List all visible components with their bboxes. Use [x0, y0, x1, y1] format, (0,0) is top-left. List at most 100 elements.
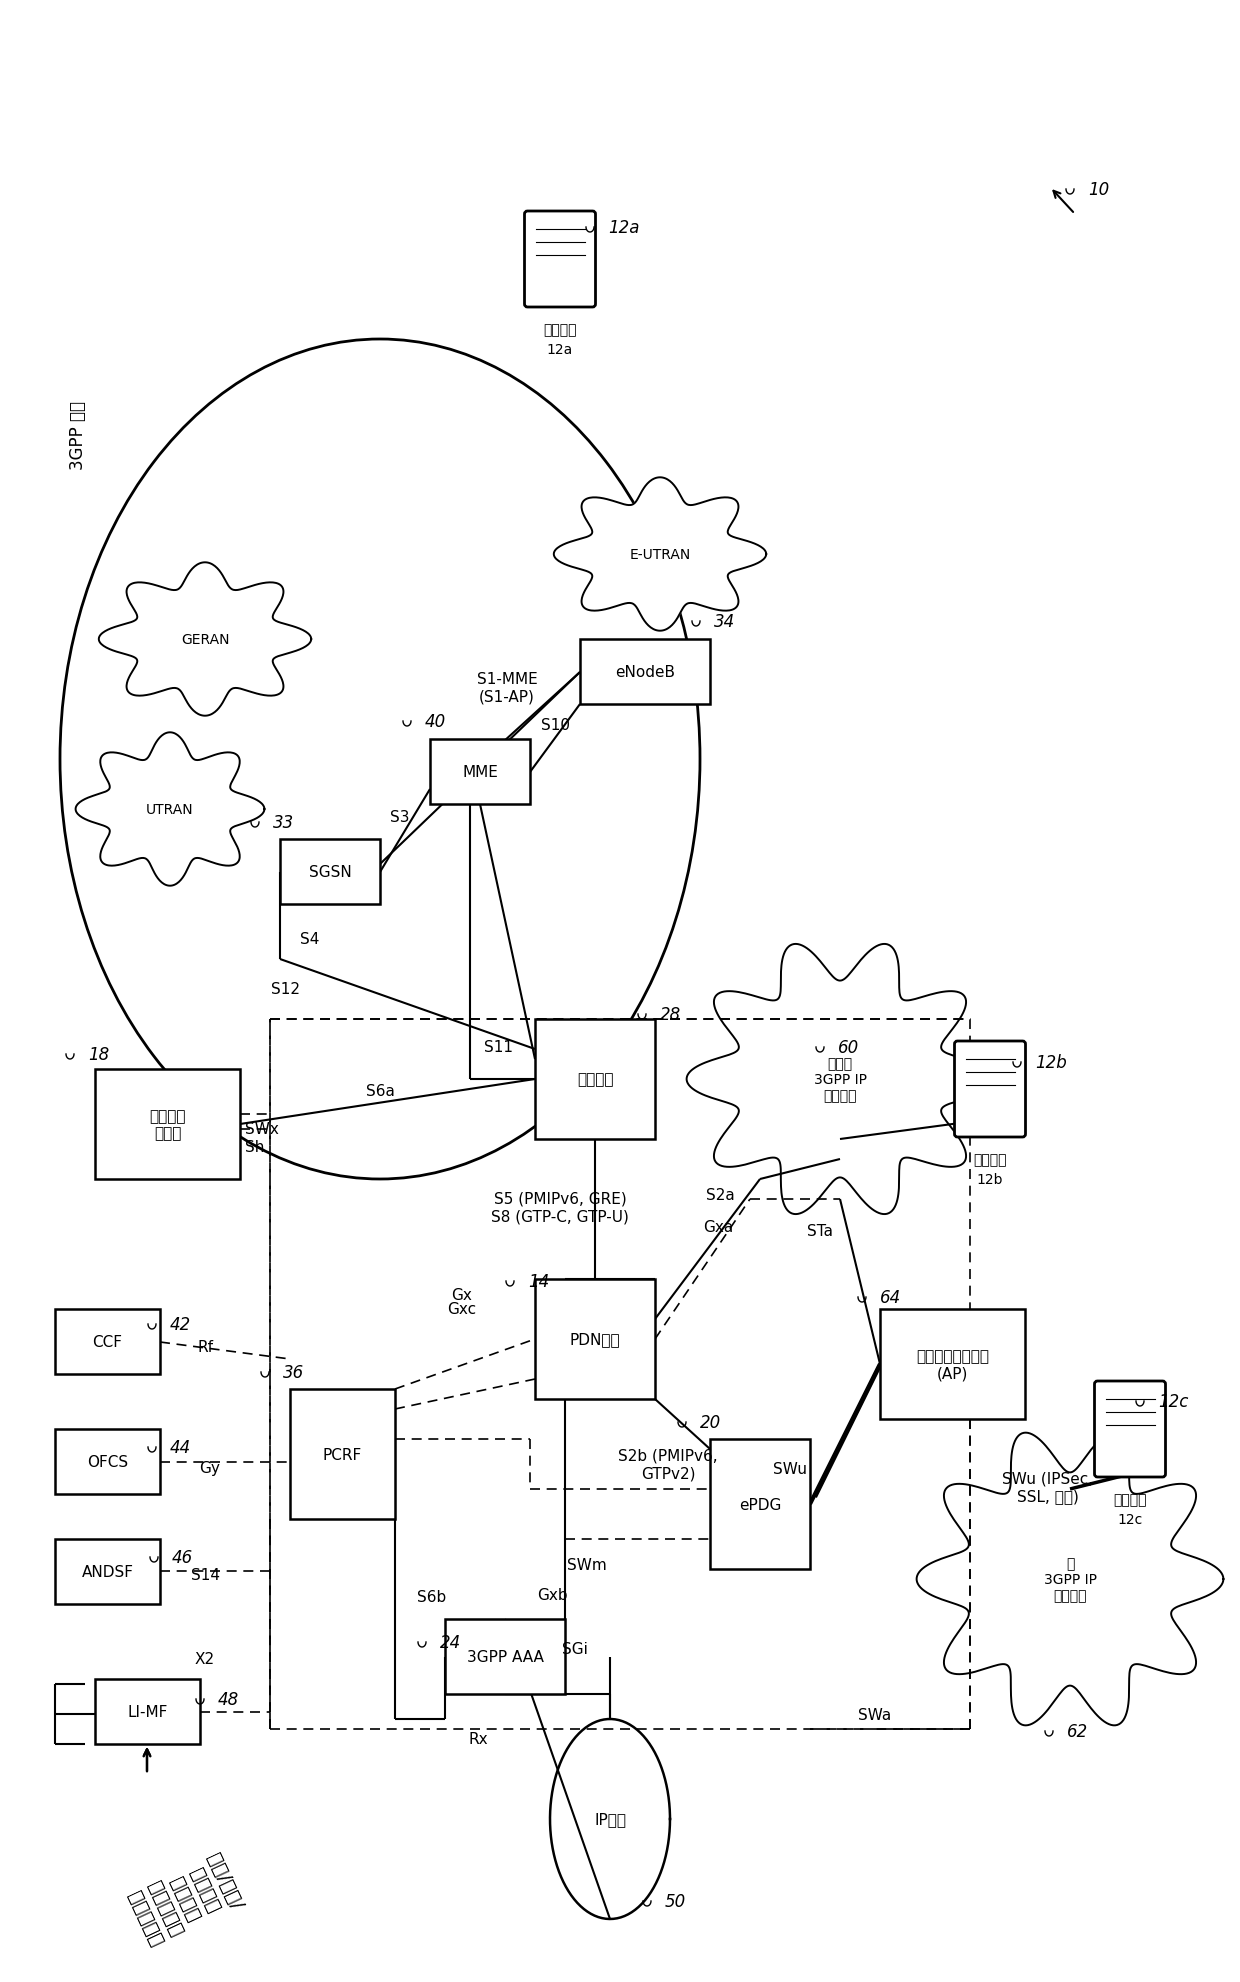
Text: SGi: SGi [562, 1641, 588, 1657]
Text: 36: 36 [283, 1364, 304, 1381]
Text: 48: 48 [218, 1691, 239, 1708]
Text: S6a: S6a [366, 1084, 394, 1098]
Bar [55, 1540, 160, 1603]
Text: 10: 10 [1087, 180, 1110, 198]
Text: 28: 28 [660, 1005, 681, 1023]
Text: 14: 14 [528, 1272, 549, 1290]
Text: SGSN: SGSN [309, 864, 351, 880]
Text: 42: 42 [170, 1316, 191, 1334]
Text: 12b: 12b [1035, 1054, 1066, 1072]
Text: IP服务: IP服务 [594, 1812, 626, 1827]
Text: CCF: CCF [93, 1334, 123, 1350]
Text: 3GPP AAA: 3GPP AAA [466, 1649, 543, 1665]
Text: SWa: SWa [858, 1707, 892, 1722]
Polygon shape [551, 1718, 670, 1919]
Text: 用户设备: 用户设备 [1114, 1492, 1147, 1506]
Text: 50: 50 [665, 1893, 686, 1911]
Text: 12b: 12b [977, 1173, 1003, 1187]
Text: Gx: Gx [451, 1286, 472, 1302]
Bar [95, 1679, 200, 1744]
Text: X2: X2 [195, 1651, 215, 1667]
Bar [445, 1619, 565, 1695]
Text: 无线无线电接入点
(AP): 无线无线电接入点 (AP) [916, 1348, 990, 1381]
Text: ANDSF: ANDSF [82, 1564, 134, 1580]
Text: 44: 44 [170, 1439, 191, 1457]
FancyBboxPatch shape [955, 1041, 1025, 1138]
Text: S10: S10 [541, 717, 569, 731]
Bar [534, 1278, 655, 1399]
Text: S14: S14 [191, 1566, 219, 1582]
Text: Rx: Rx [469, 1732, 487, 1746]
Text: LI-MF: LI-MF [128, 1705, 167, 1718]
Polygon shape [687, 943, 993, 1215]
Text: 62: 62 [1066, 1722, 1089, 1740]
Text: 用户设备: 用户设备 [973, 1152, 1007, 1167]
Text: 18: 18 [88, 1045, 109, 1064]
Text: STa: STa [807, 1223, 833, 1239]
Text: S3: S3 [391, 811, 409, 825]
Text: 60: 60 [838, 1039, 859, 1056]
Text: SWx: SWx [246, 1122, 279, 1138]
Text: S12: S12 [270, 981, 300, 997]
Text: S2a: S2a [706, 1187, 734, 1201]
FancyBboxPatch shape [525, 212, 595, 307]
Polygon shape [554, 478, 766, 632]
Text: OFCS: OFCS [87, 1455, 128, 1469]
Text: 12c: 12c [1117, 1512, 1142, 1526]
Bar [430, 739, 529, 805]
Text: 33: 33 [273, 813, 294, 832]
Text: UTRAN: UTRAN [146, 803, 193, 817]
Text: 24: 24 [440, 1633, 461, 1651]
Ellipse shape [60, 339, 701, 1179]
Text: 可信非
3GPP IP
接入网络: 可信非 3GPP IP 接入网络 [813, 1056, 867, 1102]
Text: Gxc: Gxc [448, 1302, 476, 1316]
Text: SWu: SWu [773, 1463, 807, 1477]
Polygon shape [916, 1433, 1224, 1726]
Text: ePDG: ePDG [739, 1496, 781, 1512]
Polygon shape [76, 733, 264, 886]
Text: 判断/授权/
中介机构
执法机构
（一个介绍
到法机构）: 判断/授权/ 中介机构 执法机构 （一个介绍 到法机构） [124, 1849, 247, 1948]
Text: Sh: Sh [246, 1140, 264, 1156]
Text: MME: MME [463, 765, 498, 779]
Bar [55, 1310, 160, 1374]
Text: E-UTRAN: E-UTRAN [630, 547, 691, 561]
Text: eNodeB: eNodeB [615, 664, 675, 680]
Bar [711, 1439, 810, 1570]
Text: PCRF: PCRF [322, 1447, 362, 1463]
Bar [290, 1389, 396, 1520]
Text: 用户设备: 用户设备 [543, 323, 577, 337]
Bar [55, 1429, 160, 1494]
Text: SWm: SWm [567, 1556, 606, 1572]
Text: 12a: 12a [547, 343, 573, 357]
Bar [880, 1310, 1025, 1419]
Text: 3GPP 接入: 3GPP 接入 [69, 400, 87, 470]
Text: Gxa: Gxa [703, 1219, 733, 1235]
FancyBboxPatch shape [1095, 1381, 1166, 1477]
Text: 34: 34 [714, 612, 735, 630]
Text: 64: 64 [880, 1288, 901, 1306]
Text: 20: 20 [701, 1413, 722, 1431]
Text: S6b: S6b [418, 1590, 446, 1605]
Text: 归属订户
服务器: 归属订户 服务器 [149, 1108, 186, 1140]
Text: S1-MME
(S1-AP): S1-MME (S1-AP) [476, 672, 537, 704]
Text: S5 (PMIPv6, GRE)
S8 (GTP-C, GTP-U): S5 (PMIPv6, GRE) S8 (GTP-C, GTP-U) [491, 1191, 629, 1223]
Text: Gxb: Gxb [537, 1588, 568, 1601]
Text: 12a: 12a [608, 218, 640, 238]
Bar [534, 1019, 655, 1140]
Text: GERAN: GERAN [181, 632, 229, 646]
Text: 服务网关: 服务网关 [577, 1072, 614, 1086]
Bar [280, 840, 379, 904]
Bar [95, 1070, 241, 1179]
Text: Rf: Rf [197, 1340, 213, 1356]
Text: Gy: Gy [200, 1461, 221, 1475]
Text: S4: S4 [300, 932, 320, 947]
Text: 12c: 12c [1158, 1391, 1188, 1411]
Text: SWu (IPSec,
SSL, 隧道): SWu (IPSec, SSL, 隧道) [1002, 1471, 1094, 1504]
Text: 非
3GPP IP
接入网络: 非 3GPP IP 接入网络 [1044, 1556, 1096, 1601]
Text: PDN网关: PDN网关 [569, 1332, 620, 1348]
Text: S11: S11 [484, 1041, 512, 1054]
Polygon shape [99, 563, 311, 716]
Bar [580, 640, 711, 706]
Text: S2b (PMIPv6,
GTPv2): S2b (PMIPv6, GTPv2) [619, 1449, 718, 1481]
Text: 46: 46 [172, 1548, 193, 1566]
